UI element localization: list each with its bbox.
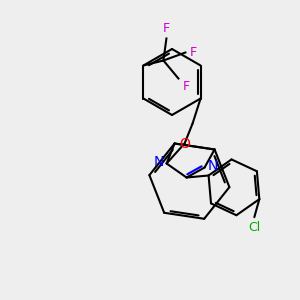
- Text: F: F: [189, 46, 197, 59]
- Text: F: F: [163, 22, 170, 34]
- Text: Cl: Cl: [248, 221, 260, 234]
- Text: O: O: [179, 136, 190, 151]
- Text: F: F: [182, 80, 190, 94]
- Text: N: N: [153, 155, 164, 170]
- Text: N: N: [208, 160, 218, 173]
